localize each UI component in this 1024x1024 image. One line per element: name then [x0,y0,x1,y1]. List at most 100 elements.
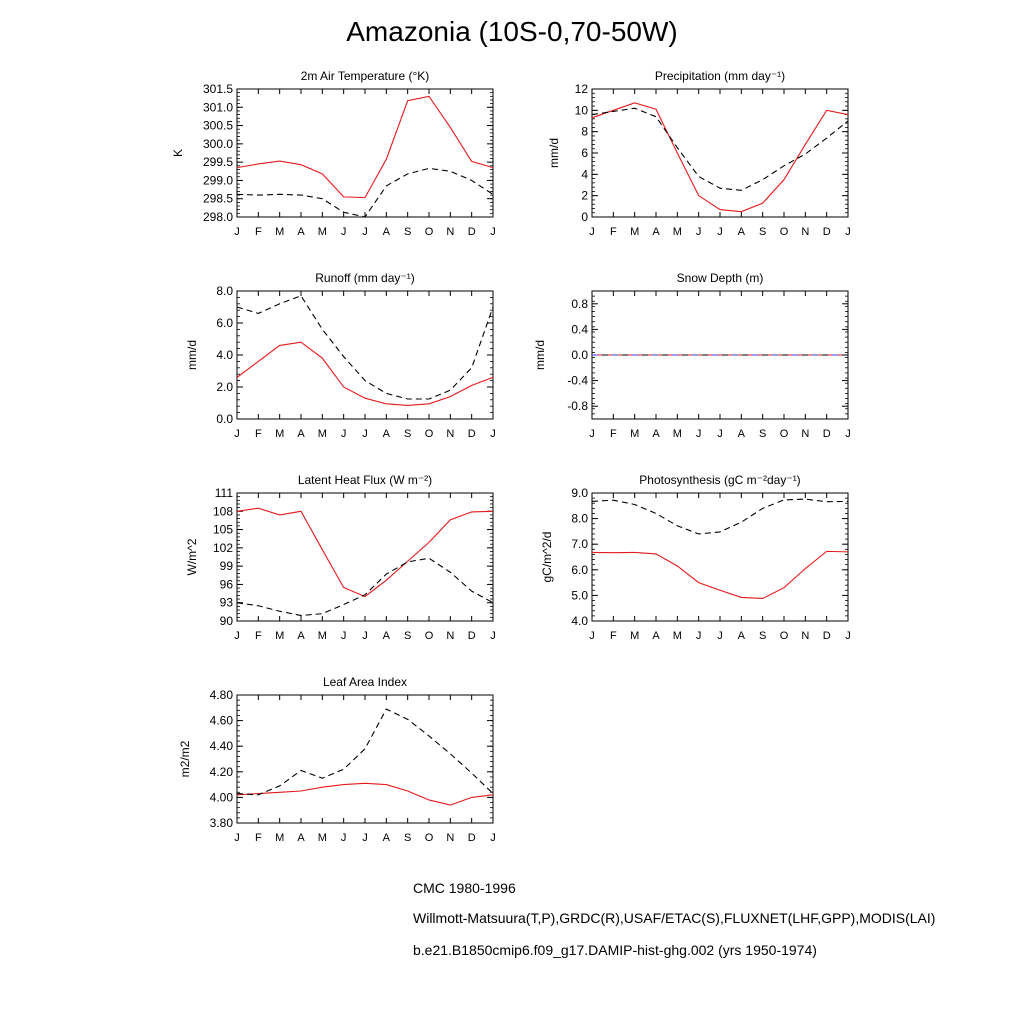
x-tick-label: M [318,428,327,440]
x-tick-label: A [738,428,746,440]
x-tick-label: J [362,832,368,844]
x-tick-label: J [845,428,851,440]
x-tick-label: J [234,428,240,440]
x-tick-label: A [652,630,660,642]
y-tick-label: 93 [220,596,234,610]
x-tick-label: J [717,630,723,642]
panel-title: Snow Depth (m) [677,271,764,285]
y-tick-label: 301.5 [203,82,233,96]
x-tick-label: J [362,428,368,440]
y-tick-label: 12 [575,82,589,96]
y-tick-label: 300.0 [203,137,233,151]
x-tick-label: J [845,630,851,642]
y-axis-label: mm/d [185,340,199,370]
x-tick-label: F [610,226,617,238]
x-tick-label: A [297,226,305,238]
panel-title: 2m Air Temperature (°K) [301,69,430,83]
legend-label-model: b.e21.B1850cmip6.f09_g17.DAMIP-hist-ghg.… [413,942,817,958]
x-tick-label: J [234,832,240,844]
y-tick-label: 8.0 [571,512,588,526]
x-tick-label: J [362,226,368,238]
x-tick-label: A [383,630,391,642]
panel-title: Photosynthesis (gC m⁻²day⁻¹) [639,473,800,487]
y-axis-label: m2/m2 [178,740,192,777]
y-tick-label: 2.0 [216,380,233,394]
x-tick-label: A [738,226,746,238]
x-tick-label: A [738,630,746,642]
x-tick-label: F [255,428,262,440]
x-tick-label: A [297,832,305,844]
y-axis-label: gC/m^2/d [540,532,554,583]
y-tick-label: 8 [581,125,588,139]
y-axis-label: K [171,149,185,157]
plot-frame [236,492,494,622]
x-tick-label: F [610,428,617,440]
panel-title: Leaf Area Index [323,675,407,689]
x-tick-label: O [425,630,434,642]
y-tick-label: 2 [581,189,588,203]
x-tick-label: S [404,428,411,440]
y-tick-label: 4.40 [210,739,234,753]
x-tick-label: A [383,428,391,440]
y-axis-label: mm/d [547,138,561,168]
y-tick-label: 6.0 [571,563,588,577]
x-tick-label: F [610,630,617,642]
series-line-cmc [591,107,849,191]
x-tick-label: M [630,226,639,238]
x-tick-label: M [275,428,284,440]
y-tick-label: 298.5 [203,192,233,206]
y-tick-label: 299.0 [203,173,233,187]
x-tick-label: A [297,630,305,642]
x-tick-label: S [404,226,411,238]
y-tick-label: 4.0 [571,614,588,628]
x-tick-label: D [823,630,831,642]
x-tick-label: A [652,226,660,238]
x-tick-label: J [589,226,595,238]
y-tick-label: 105 [213,523,233,537]
panel-title: Latent Heat Flux (W m⁻²) [298,473,432,487]
series-line-model [236,782,494,806]
x-tick-label: J [234,226,240,238]
x-tick-label: J [341,630,347,642]
y-axis-label: W/m^2 [185,538,199,575]
x-tick-label: M [275,226,284,238]
y-tick-label: 4.20 [210,765,234,779]
x-tick-label: S [759,630,766,642]
y-tick-label: 9.0 [571,486,588,500]
x-tick-label: J [490,226,496,238]
y-tick-label: 0 [581,210,588,224]
x-tick-label: J [490,630,496,642]
x-tick-label: N [801,630,809,642]
y-tick-label: 4.00 [210,790,234,804]
series-line-model [236,507,494,598]
panel-title: Runoff (mm day⁻¹) [315,271,414,285]
y-tick-label: 4.0 [216,348,233,362]
x-tick-label: J [696,428,702,440]
y-tick-label: 6 [581,146,588,160]
x-tick-label: A [383,832,391,844]
x-tick-label: D [823,226,831,238]
y-tick-label: 0.0 [571,348,588,362]
y-tick-label: 99 [220,559,234,573]
y-tick-label: 8.0 [216,284,233,298]
x-tick-label: M [275,630,284,642]
x-tick-label: D [468,226,476,238]
y-tick-label: 108 [213,504,233,518]
x-tick-label: F [255,226,262,238]
x-tick-label: S [404,832,411,844]
y-tick-label: 5.0 [571,588,588,602]
y-tick-label: -0.4 [567,374,588,388]
page-title: Amazonia (10S-0,70-50W) [346,16,678,47]
x-tick-label: M [318,832,327,844]
y-tick-label: 10 [575,103,589,117]
y-tick-label: 300.5 [203,119,233,133]
series-line-model [236,341,494,406]
x-tick-label: F [255,630,262,642]
x-tick-label: M [318,630,327,642]
x-tick-label: N [801,428,809,440]
x-tick-label: M [673,428,682,440]
x-tick-label: N [446,428,454,440]
y-tick-label: 0.0 [216,412,233,426]
x-tick-label: M [673,226,682,238]
